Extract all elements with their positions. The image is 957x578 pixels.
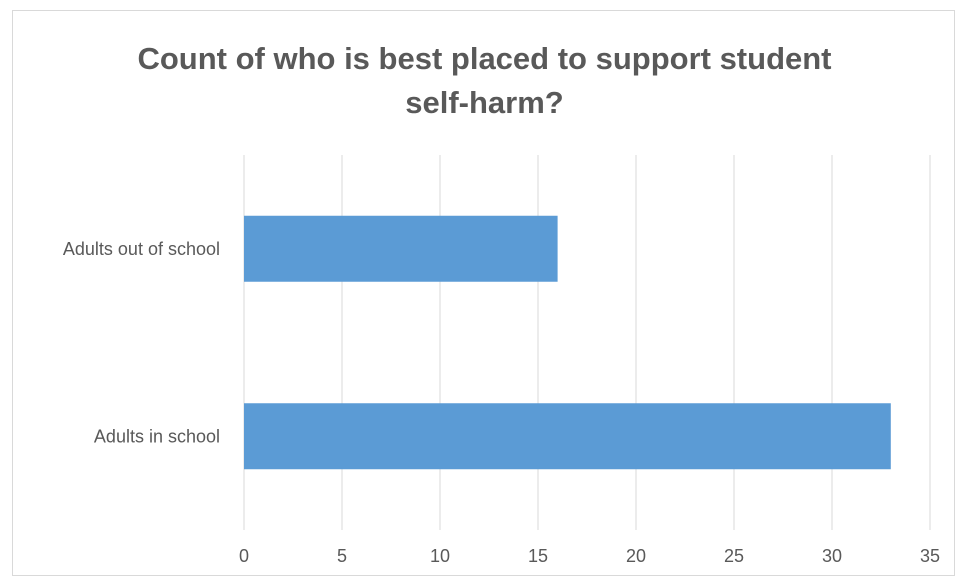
category-label-adults-in-school: Adults in school <box>94 426 220 446</box>
x-tick-label-20: 20 <box>626 546 646 566</box>
x-tick-label-35: 35 <box>920 546 940 566</box>
bar-adults-out-of-school <box>244 215 558 282</box>
x-tick-label-5: 5 <box>337 546 347 566</box>
category-label-adults-out-of-school: Adults out of school <box>63 239 220 259</box>
x-tick-label-10: 10 <box>430 546 450 566</box>
bar-adults-in-school <box>244 403 891 470</box>
x-tick-label-25: 25 <box>724 546 744 566</box>
chart-area <box>12 10 955 576</box>
chart-title-line-2: self-harm? <box>405 85 564 120</box>
x-tick-label-0: 0 <box>239 546 249 566</box>
chart-title-line-1: Count of who is best placed to support s… <box>137 41 832 76</box>
x-tick-label-15: 15 <box>528 546 548 566</box>
chart-title: Count of who is best placed to support s… <box>0 37 957 125</box>
x-tick-label-30: 30 <box>822 546 842 566</box>
